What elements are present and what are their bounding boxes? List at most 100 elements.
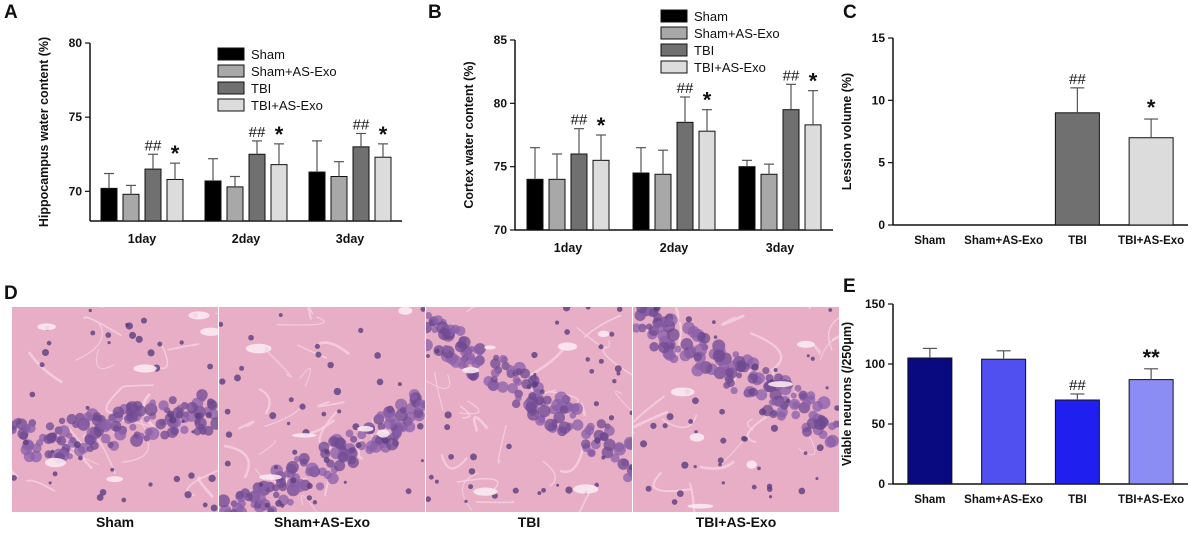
histology-neuron [315,482,325,491]
histology-neuron [333,459,346,472]
histology-neuron [270,464,283,477]
histology-nucleus [828,308,833,312]
histology-nucleus [327,361,334,369]
histology-neuron [84,434,96,446]
histology-neuron [814,418,826,431]
histology-fiber [96,348,115,370]
histology-nucleus [194,412,202,420]
histology-neuron [792,401,800,409]
histology-neuron [194,418,201,425]
chart-b-y-axis-title: Cortex water content (%) [462,61,476,208]
histology-vessel [557,342,578,351]
histology-neuron [97,421,107,431]
histology-neuron [824,436,837,448]
histology-nucleus [225,431,233,438]
histology-nucleus [99,489,107,496]
chart-a-legend-label-tbi-as-exo: TBI+AS-Exo [251,98,323,113]
histology-neuron [691,364,704,377]
chart-e-xtick-label-sham: Sham [914,494,945,506]
chart-a-xtick-label-1day: 1day [128,232,157,246]
chart-c-ytick-label: 0 [878,218,885,232]
histology-nucleus [148,482,153,487]
chart-b-legend-swatch-sham-as-exo [660,26,688,40]
histology-caption-tbi: TBI [517,514,541,530]
histology-nucleus [562,307,571,312]
histology-nucleus [286,421,291,426]
histology-nucleus [720,437,727,444]
histology-nucleus [239,365,245,371]
histology-nucleus [834,405,839,411]
histology-neuron [273,491,280,499]
histology-nucleus [671,499,678,505]
histology-fiber [434,371,444,412]
chart-e-ytick-label: 150 [865,297,885,311]
chart-a-bar-sham-3day [308,171,326,222]
chart-a-significance-mark: * [171,141,180,166]
histology-fiber [296,344,327,359]
histology-neuron [558,421,571,434]
histology-fiber [307,307,314,320]
histology-vessel [133,364,157,373]
chart-c-xtick-label-tbi-as-exo: TBI+AS-Exo [1118,235,1184,247]
histology-neuron [490,368,500,378]
histology-nucleus [751,484,757,490]
histology-neuron [404,421,416,433]
chart-e-bar-tbi [1054,399,1100,485]
chart-b-ytick-label: 85 [494,33,508,47]
histology-neuron [345,429,354,438]
histology-nucleus [589,368,595,374]
histology-nucleus [526,384,532,390]
histology-neuron [627,469,632,478]
chart-b-bar-sham-1day [526,178,544,231]
histology-fiber [276,316,325,326]
histology-vessel [292,433,317,438]
histology-neuron [383,418,395,430]
chart-c-ytick-label: 15 [872,31,886,45]
histology-nucleus [105,332,112,338]
chart-b-legend-swatch-sham [660,9,688,23]
histology-fiber [27,351,63,384]
histology-nucleus [312,500,318,505]
histology-nucleus [628,464,632,470]
histology-neuron [237,499,246,508]
histology-nucleus [815,476,819,481]
histology-image-tbi-as-exo [633,307,839,512]
chart-a-legend-label-sham: Sham [251,47,285,62]
chart-e-xtick-label-sham-as-exo: Sham+AS-Exo [964,494,1043,506]
histology-fiber [831,334,839,342]
chart-b-significance-mark: * [703,88,712,113]
histology-neuron [83,412,93,422]
histology-neuron [199,427,207,435]
panel-letter-a: A [4,2,18,23]
histology-fiber [426,374,451,389]
histology-nucleus [157,341,163,347]
histology-neuron [806,391,816,400]
histology-nucleus [269,412,277,420]
histology-nucleus [219,378,226,385]
histology-neuron [515,368,523,376]
histology-neuron [768,399,776,406]
histology-nucleus [564,329,570,335]
chart-a-bar-tbi-3day [352,146,370,222]
histology-fiber [633,410,669,429]
histology-nucleus [314,343,320,349]
histology-fiber [317,400,345,408]
histology-nucleus [694,430,698,434]
histology-neuron [78,442,89,454]
chart-a-legend-label-sham-as-exo: Sham+AS-Exo [251,64,337,79]
histology-nucleus [288,397,294,403]
histology-nucleus [224,408,231,415]
histology-neuron [514,378,522,386]
histology-vessel [259,474,282,480]
histology-nucleus [468,468,476,475]
histology-neuron [337,451,349,462]
histology-neuron [172,406,184,419]
histology-vessel [573,484,599,494]
histology-neuron [794,384,802,392]
chart-b-bar-tbi-2day [676,121,694,231]
histology-neuron [493,354,500,361]
histology-nucleus [434,479,439,484]
histology-nucleus [169,416,177,424]
chart-e-bar-sham [907,357,953,485]
histology-neuron [170,426,180,436]
